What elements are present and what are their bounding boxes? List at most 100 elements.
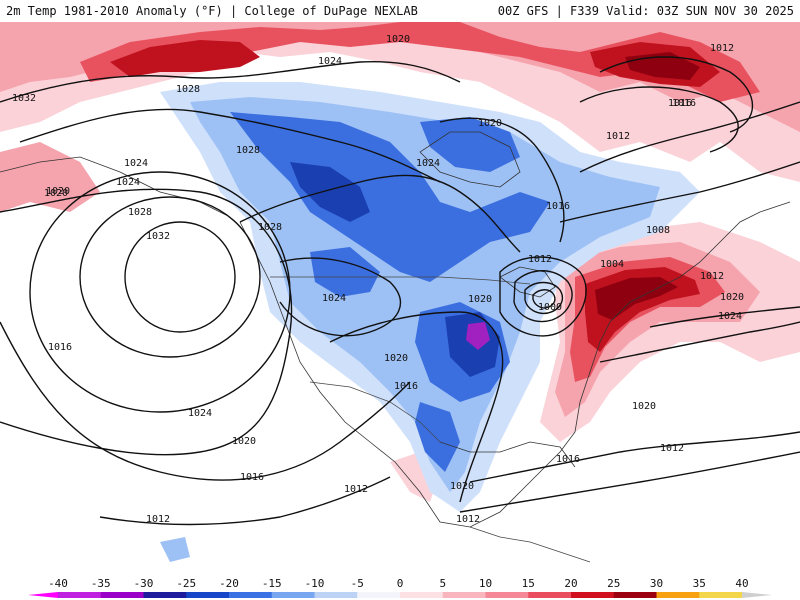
isobar-labels: 1020 1024 1028 1032 1028 1024 1020 1024 … <box>12 34 744 525</box>
isobar-pacific-1012 <box>99 476 391 526</box>
central-america-coastline <box>469 526 591 563</box>
isobar-label: 1016 <box>48 342 72 353</box>
isobar-rockies-1024 <box>279 257 401 337</box>
us-canada-border <box>270 276 531 285</box>
isobar-label: 1024 <box>322 293 346 304</box>
isobar-north-1028 <box>19 108 441 183</box>
isobar-low-1004 <box>524 281 564 315</box>
colorbar-right-arrow <box>742 592 772 598</box>
hudson-cold-anomaly <box>420 117 520 172</box>
colorbar-segment <box>229 592 273 598</box>
isobar-label: 1012 <box>710 43 734 54</box>
colorbar-tick-label: -5 <box>351 577 364 590</box>
isobar-label: 1032 <box>146 231 170 242</box>
isobar-label: 1024 <box>188 408 212 419</box>
isobar-north-1024 <box>0 60 461 103</box>
isobar-label: 1024 <box>116 177 140 188</box>
isobar-label: 1012 <box>700 271 724 282</box>
bering-warm-anomaly <box>0 142 100 212</box>
isobar-caribbean-1016 <box>469 431 800 483</box>
isobar-label: 1016 <box>556 454 580 465</box>
colorbar-segment <box>271 592 315 598</box>
anomaly-colorbar: -40 -35 -30 -25 -20 -15 -10 -5 0 5 10 15 20 25 30 35 40 <box>0 576 800 600</box>
great-lakes-outline <box>499 266 556 298</box>
colorbar-tick-label: -15 <box>262 577 282 590</box>
model-valid-time: 00Z GFS | F339 Valid: 03Z SUN NOV 30 202… <box>497 4 794 18</box>
isobar-label: 1020 <box>232 436 256 447</box>
isobar-caribbean-1012 <box>459 451 800 513</box>
isobar-atlantic-1016 <box>559 161 800 223</box>
isobar-label: 1020 <box>632 401 656 412</box>
isobar-label: 1008 <box>646 225 670 236</box>
isobar-label: 1032 <box>12 93 36 104</box>
isobar-label: 1028 <box>128 207 152 218</box>
isobar-atlantic-1024 <box>649 306 800 328</box>
colorbar-segment <box>571 592 615 598</box>
colorbar-tick-label: 30 <box>650 577 663 590</box>
geographic-outlines <box>0 131 791 563</box>
isobar-label: 1024 <box>416 158 440 169</box>
isobar-greenland-1016 <box>579 86 739 153</box>
isobar-label: 1020 <box>468 294 492 305</box>
isobar-label: 1020 <box>450 481 474 492</box>
isobar-low-1000 <box>532 289 556 309</box>
colorbar-tick-label: -20 <box>219 577 239 590</box>
isobar-label: 1024 <box>124 158 148 169</box>
isobar-pacific-high-1032 <box>124 221 236 333</box>
isobar-pacific-1016 <box>0 321 411 481</box>
isobar-plains-1020 <box>329 311 504 503</box>
colorbar-tick-label: 5 <box>439 577 446 590</box>
colorbar-segment <box>58 592 102 598</box>
isobar-label: 1016 <box>394 381 418 392</box>
plains-cold-anomaly-extreme <box>466 322 490 350</box>
colorbar-ticks: -40 -35 -30 -25 -20 -15 -10 -5 0 5 10 15 20 25 30 35 40 <box>48 577 749 590</box>
arctic-warm-anomaly-mid <box>80 22 760 102</box>
isobar-label: 1020 <box>46 186 70 197</box>
colorbar-tick-label: 15 <box>522 577 535 590</box>
colorbar-tick-label: 20 <box>564 577 577 590</box>
colorbar-tick-label: 10 <box>479 577 492 590</box>
isobar-label: 1020 <box>44 188 68 199</box>
isobar-label: 1016 <box>668 98 692 109</box>
colorbar-segment <box>485 592 529 598</box>
isobar-atlantic-1020 <box>599 321 800 363</box>
isobar-label: 1012 <box>528 254 552 265</box>
north-america-coastline <box>239 201 791 528</box>
colorbar-segment <box>143 592 187 598</box>
colorbar-segment <box>613 592 657 598</box>
colorbar-tick-label: -35 <box>91 577 111 590</box>
isobar-canada-1024 <box>239 174 521 253</box>
isobar-label: 1012 <box>660 443 684 454</box>
colorbar-segment <box>656 592 700 598</box>
colorbar-tick-label: 40 <box>735 577 748 590</box>
isobar-label: 1012 <box>146 514 170 525</box>
isobar-label: 1012 <box>606 131 630 142</box>
colorbar-segment <box>528 592 572 598</box>
isobar-label: 1024 <box>318 56 342 67</box>
isobar-label: 1028 <box>176 84 200 95</box>
colorbar-segment <box>400 592 444 598</box>
texas-cold-anomaly <box>415 402 460 472</box>
map-header: 2m Temp 1981-2010 Anomaly (°F) | College… <box>0 0 800 22</box>
isobar-greenland-1012 <box>599 56 754 133</box>
anomaly-map: 1020 1024 1028 1032 1028 1024 1020 1024 … <box>0 22 800 576</box>
colorbar-tick-label: 35 <box>693 577 706 590</box>
gulf-cold-anomaly <box>160 537 190 562</box>
canada-cold-anomaly-mid <box>230 112 550 282</box>
siberia-warm-anomaly <box>110 40 260 77</box>
isobar-label: 1012 <box>344 484 368 495</box>
isobar-label: 1000 <box>538 302 562 313</box>
colorbar-segment <box>314 592 358 598</box>
isobar-label: 1020 <box>384 353 408 364</box>
colorbar-segment <box>442 592 486 598</box>
colorbar-segments <box>28 592 772 598</box>
map-title: 2m Temp 1981-2010 Anomaly (°F) | College… <box>6 4 418 18</box>
isobar-label: 1024 <box>718 311 742 322</box>
isobar-contours <box>0 56 800 526</box>
colorbar-tick-label: -10 <box>305 577 325 590</box>
prairie-cold-anomaly-core <box>290 162 370 222</box>
colorbar-left-arrow <box>28 592 58 598</box>
isobar-label: 1016 <box>546 201 570 212</box>
isobar-label: 1020 <box>720 292 744 303</box>
